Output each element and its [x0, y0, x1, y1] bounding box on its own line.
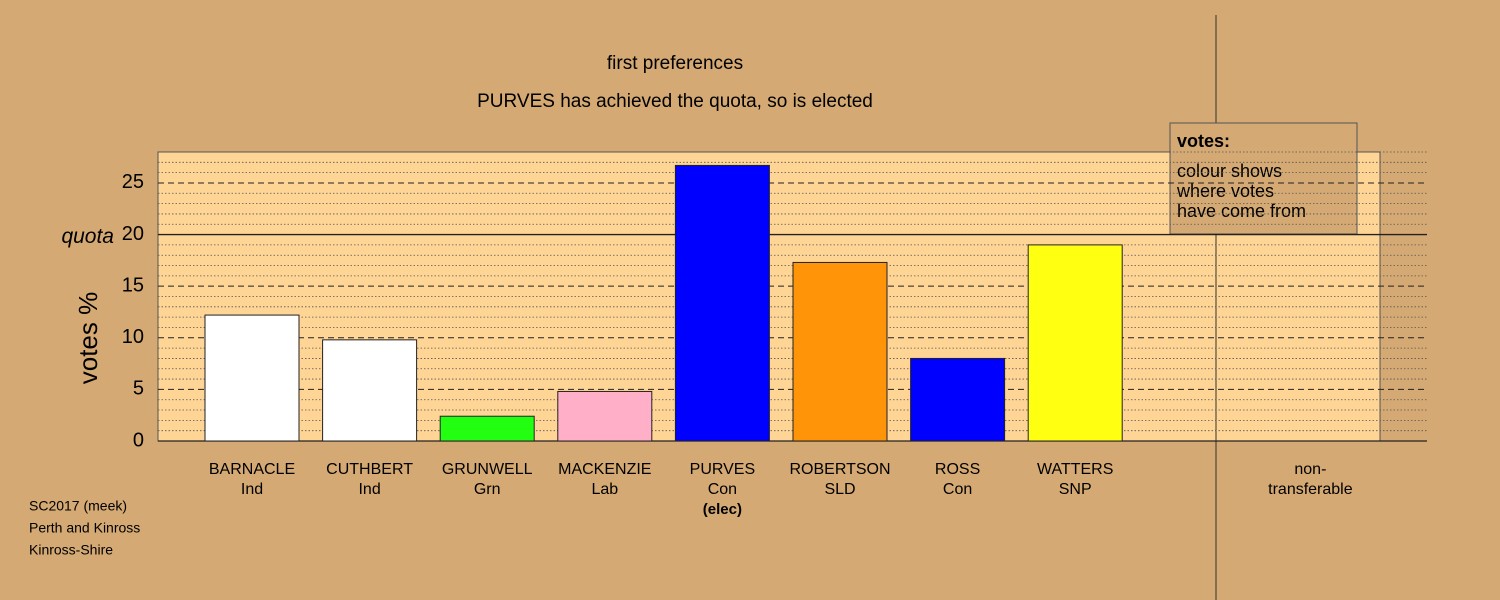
x-tick-label: CUTHBERT — [326, 461, 413, 478]
x-tick-label: Lab — [591, 481, 618, 498]
x-tick-label: PURVES — [690, 461, 756, 478]
x-tick-label: SLD — [824, 481, 855, 498]
footer-text: SC2017 (meek) — [29, 498, 127, 514]
bar — [910, 357, 1006, 442]
bar — [792, 261, 888, 442]
x-tick-label: non- — [1294, 461, 1326, 478]
footer-text: Perth and Kinross — [29, 520, 140, 536]
y-tick-label: 0 — [133, 429, 144, 451]
chart-subtitle: PURVES has achieved the quota, so is ele… — [477, 91, 873, 112]
legend-text: have come from — [1177, 201, 1306, 221]
bar — [322, 339, 418, 442]
bar — [557, 390, 653, 442]
x-tick-label: Grn — [474, 481, 501, 498]
legend-text: colour shows — [1177, 161, 1282, 181]
x-tick-label: (elec) — [703, 501, 742, 518]
x-tick-label: Ind — [358, 481, 380, 498]
x-tick-label: transferable — [1268, 481, 1353, 498]
x-tick-label: MACKENZIE — [558, 461, 651, 478]
footer-text: Kinross-Shire — [29, 542, 113, 558]
x-tick-label: Ind — [241, 481, 263, 498]
legend-text: where votes — [1176, 181, 1274, 201]
y-tick-label: 25 — [122, 171, 144, 193]
x-tick-label: WATTERS — [1037, 461, 1113, 478]
y-tick-label: 15 — [122, 274, 144, 296]
x-tick-label: ROBERTSON — [789, 461, 890, 478]
y-tick-label: 10 — [122, 326, 144, 348]
chart-title: first preferences — [607, 53, 743, 74]
bar — [1027, 244, 1123, 442]
bar — [204, 314, 300, 442]
x-tick-label: SNP — [1059, 481, 1092, 498]
quota-label: quota — [61, 225, 114, 248]
y-tick-label: 5 — [133, 378, 144, 400]
x-tick-label: Con — [943, 481, 972, 498]
x-tick-label: Con — [708, 481, 737, 498]
bar — [439, 415, 535, 442]
legend-title: votes: — [1177, 131, 1230, 151]
x-tick-label: GRUNWELL — [442, 461, 533, 478]
y-axis-label: votes % — [73, 292, 103, 385]
bar — [674, 164, 770, 442]
x-tick-label: BARNACLE — [209, 461, 295, 478]
y-tick-label: 20 — [122, 223, 144, 245]
x-tick-label: ROSS — [935, 461, 980, 478]
